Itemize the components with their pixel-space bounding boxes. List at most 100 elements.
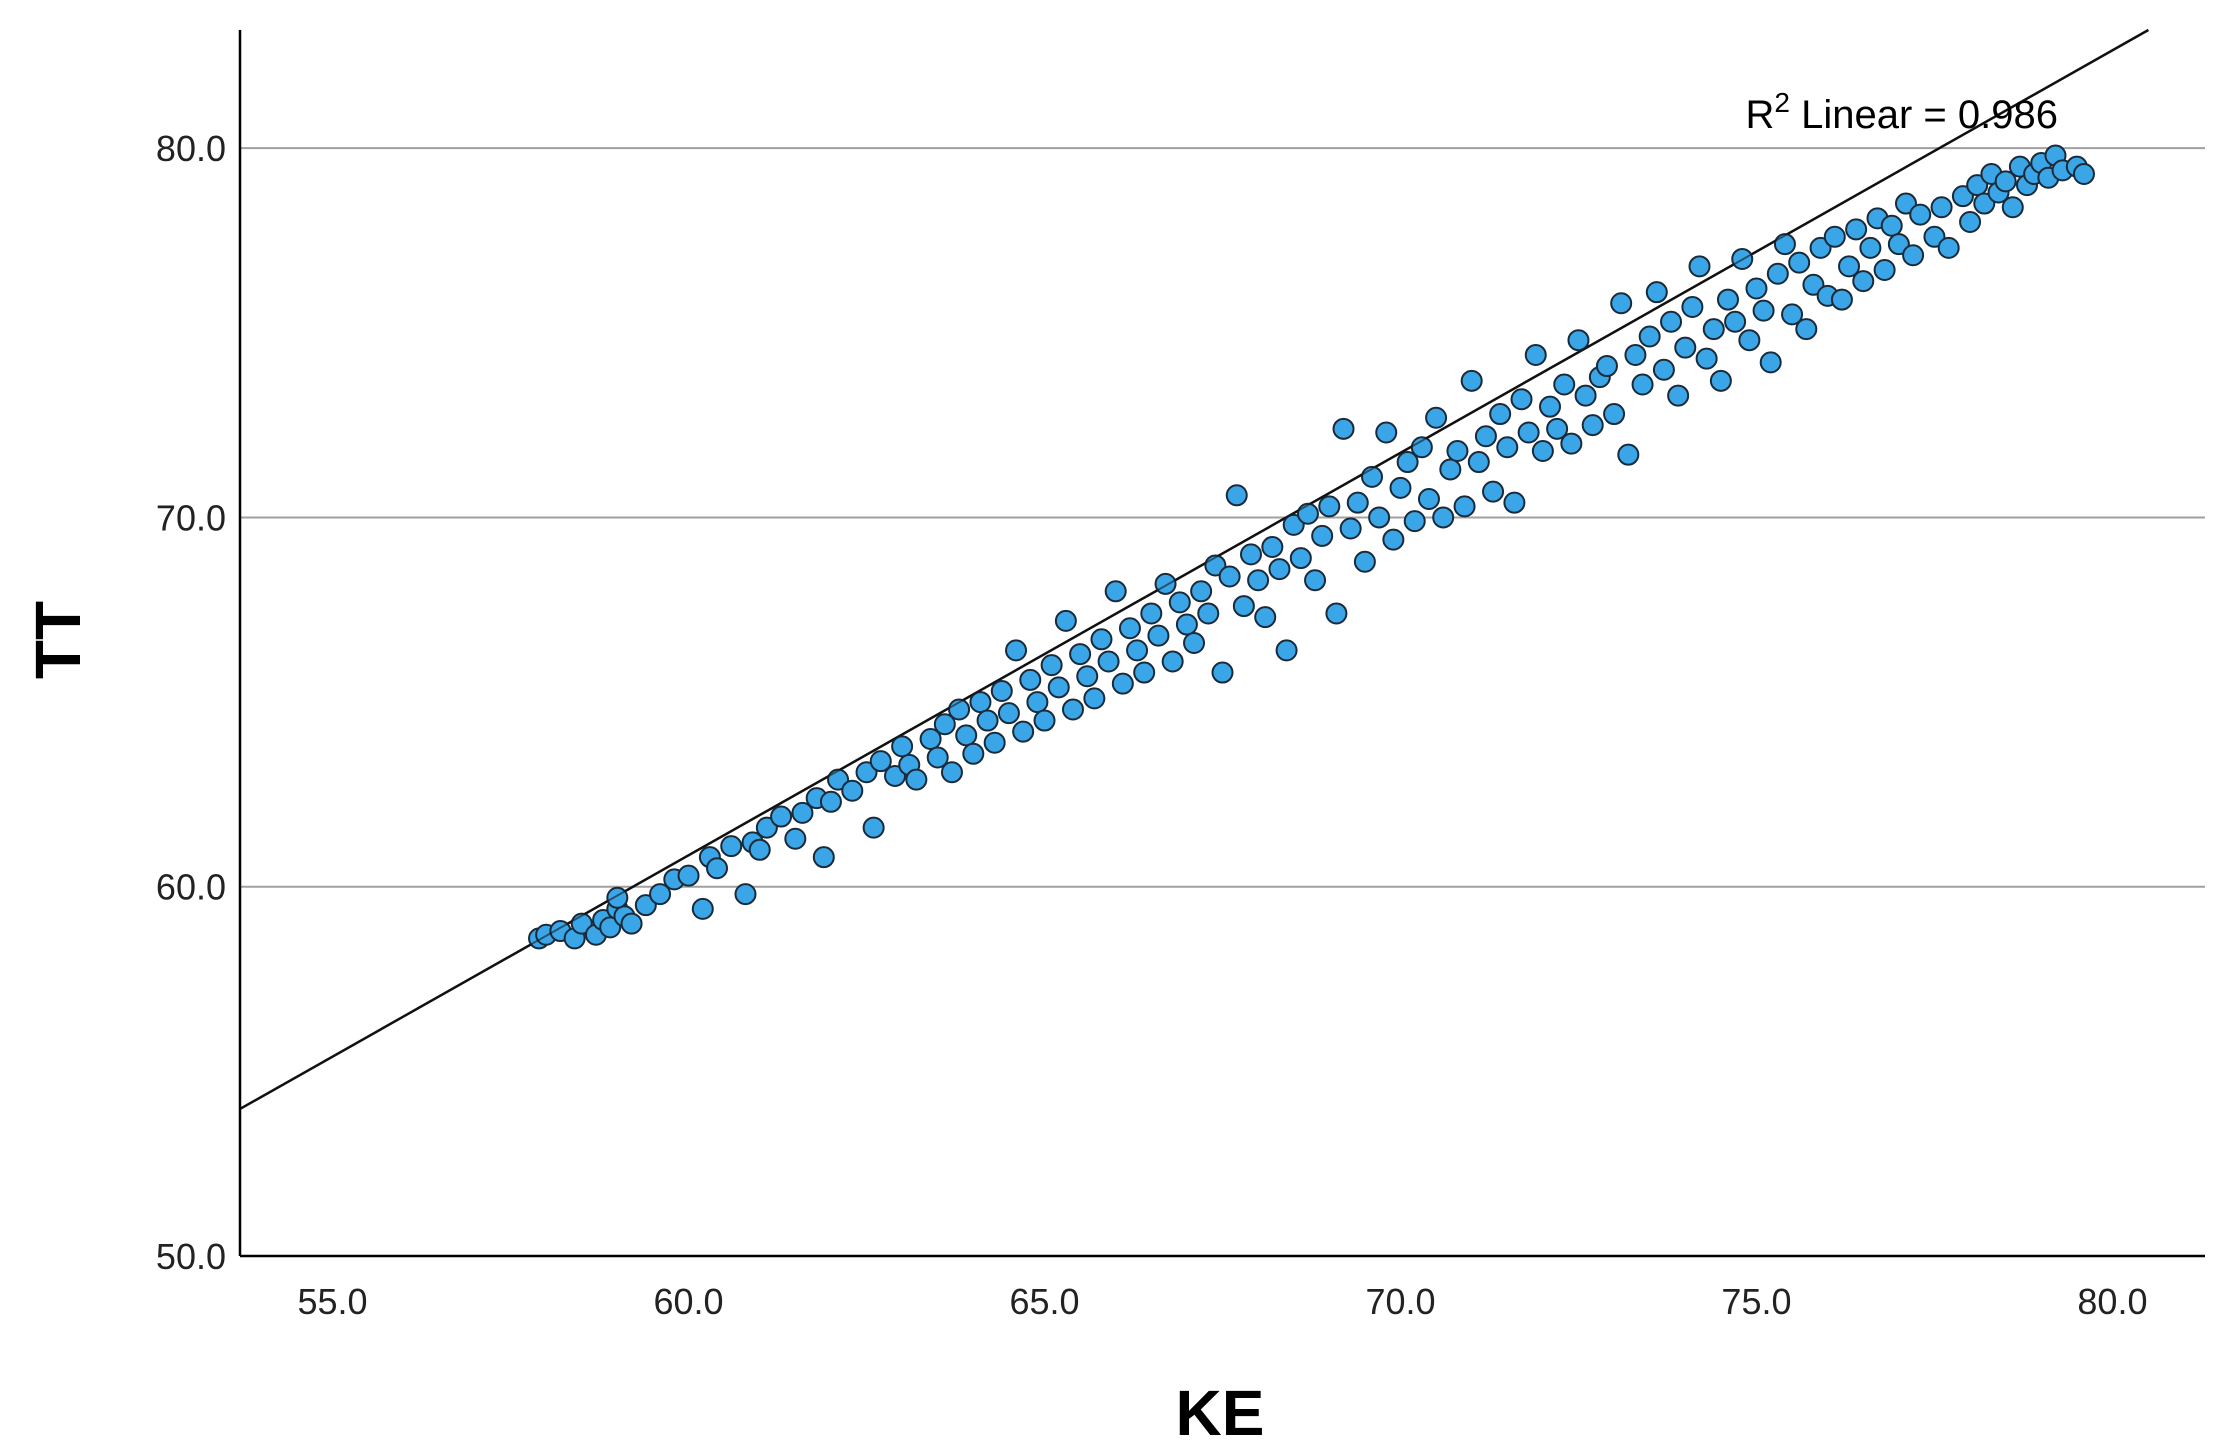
data-point — [1781, 303, 1804, 326]
r-squared-text: Linear = 0.986 — [1790, 93, 2058, 137]
data-point — [1930, 196, 1953, 219]
data-point — [1951, 185, 1974, 208]
data-point — [940, 761, 963, 784]
data-point — [1197, 602, 1220, 625]
data-point — [1638, 325, 1661, 348]
data-point — [1695, 347, 1718, 370]
data-point — [1417, 487, 1440, 510]
data-point — [1959, 211, 1982, 234]
data-point — [969, 691, 992, 714]
data-point — [755, 816, 778, 839]
data-point — [1937, 236, 1960, 259]
data-point — [1553, 373, 1576, 396]
data-point — [1830, 288, 1853, 311]
data-point — [1795, 318, 1818, 341]
r-squared-prefix: R — [1746, 93, 1775, 137]
y-tick-label: 50.0 — [156, 1236, 226, 1277]
data-point — [1902, 244, 1925, 267]
data-point — [1560, 432, 1583, 455]
data-point — [1026, 691, 1049, 714]
data-point — [1040, 654, 1063, 677]
x-tick-label: 70.0 — [1365, 1281, 1435, 1322]
data-point — [962, 742, 985, 765]
data-point — [976, 709, 999, 732]
data-point — [1090, 628, 1113, 651]
data-point — [1610, 292, 1633, 315]
data-point — [1261, 535, 1284, 558]
data-point — [1054, 609, 1077, 632]
data-point — [1467, 451, 1490, 474]
r-squared-superscript: 2 — [1774, 87, 1790, 118]
data-points — [239, 29, 2149, 1110]
data-point — [1005, 639, 1028, 662]
data-point — [862, 816, 885, 839]
data-point — [691, 897, 714, 920]
data-point — [1282, 513, 1305, 536]
data-point — [1353, 550, 1376, 573]
data-point — [1873, 259, 1896, 282]
data-point — [1275, 639, 1298, 662]
data-point — [1574, 384, 1597, 407]
data-point — [1624, 343, 1647, 366]
data-point — [1047, 676, 1070, 699]
data-point — [1332, 417, 1355, 440]
data-point — [1375, 421, 1398, 444]
data-point — [884, 764, 906, 787]
data-point — [1581, 414, 1604, 437]
x-tick-label: 55.0 — [298, 1281, 368, 1322]
data-point — [1809, 236, 1832, 259]
x-tick-labels: 55.0 60.0 65.0 70.0 75.0 80.0 — [298, 1281, 2148, 1322]
data-point — [1738, 329, 1761, 352]
data-point — [1773, 233, 1796, 256]
data-point — [1674, 336, 1697, 359]
data-point — [1567, 329, 1590, 352]
data-point — [1432, 506, 1455, 529]
data-point — [1681, 295, 1704, 318]
data-point — [720, 835, 743, 858]
data-point — [1724, 310, 1747, 333]
data-point — [2001, 196, 2024, 219]
data-point — [869, 750, 892, 773]
data-point — [1595, 355, 1618, 378]
data-point — [1232, 595, 1255, 618]
data-point — [1645, 281, 1668, 304]
data-point — [1909, 203, 1932, 226]
data-point — [1097, 650, 1120, 673]
data-point — [1503, 491, 1526, 514]
data-point — [1496, 436, 1519, 459]
data-point — [1339, 517, 1362, 540]
data-point — [1076, 665, 1099, 688]
data-point — [1489, 403, 1512, 426]
data-point — [1745, 277, 1768, 300]
data-point — [1019, 668, 1042, 691]
data-point — [983, 731, 1006, 754]
data-point — [933, 713, 956, 736]
data-point — [1133, 661, 1156, 684]
data-point — [1880, 214, 1903, 237]
data-point — [1154, 572, 1177, 595]
data-point — [649, 883, 672, 906]
data-point — [770, 805, 793, 828]
data-point — [1211, 661, 1234, 684]
data-point — [919, 728, 942, 751]
y-tick-label: 70.0 — [156, 497, 226, 538]
data-point — [1296, 502, 1319, 525]
data-point — [812, 846, 835, 869]
data-point — [677, 864, 700, 887]
data-point — [734, 883, 757, 906]
data-point — [1688, 255, 1711, 278]
data-point — [1190, 580, 1213, 603]
x-tick-label: 65.0 — [1009, 1281, 1079, 1322]
regression-line-overlay — [239, 29, 2149, 1110]
data-point — [1823, 225, 1846, 248]
data-point — [1852, 270, 1875, 293]
data-point — [1225, 484, 1248, 507]
data-point — [1118, 617, 1141, 640]
data-point — [1368, 506, 1391, 529]
data-point — [1973, 192, 1996, 215]
data-point — [891, 735, 914, 758]
data-point — [2072, 163, 2095, 186]
data-point — [1111, 672, 1134, 695]
data-point — [1460, 369, 1483, 392]
data-point — [819, 790, 842, 813]
